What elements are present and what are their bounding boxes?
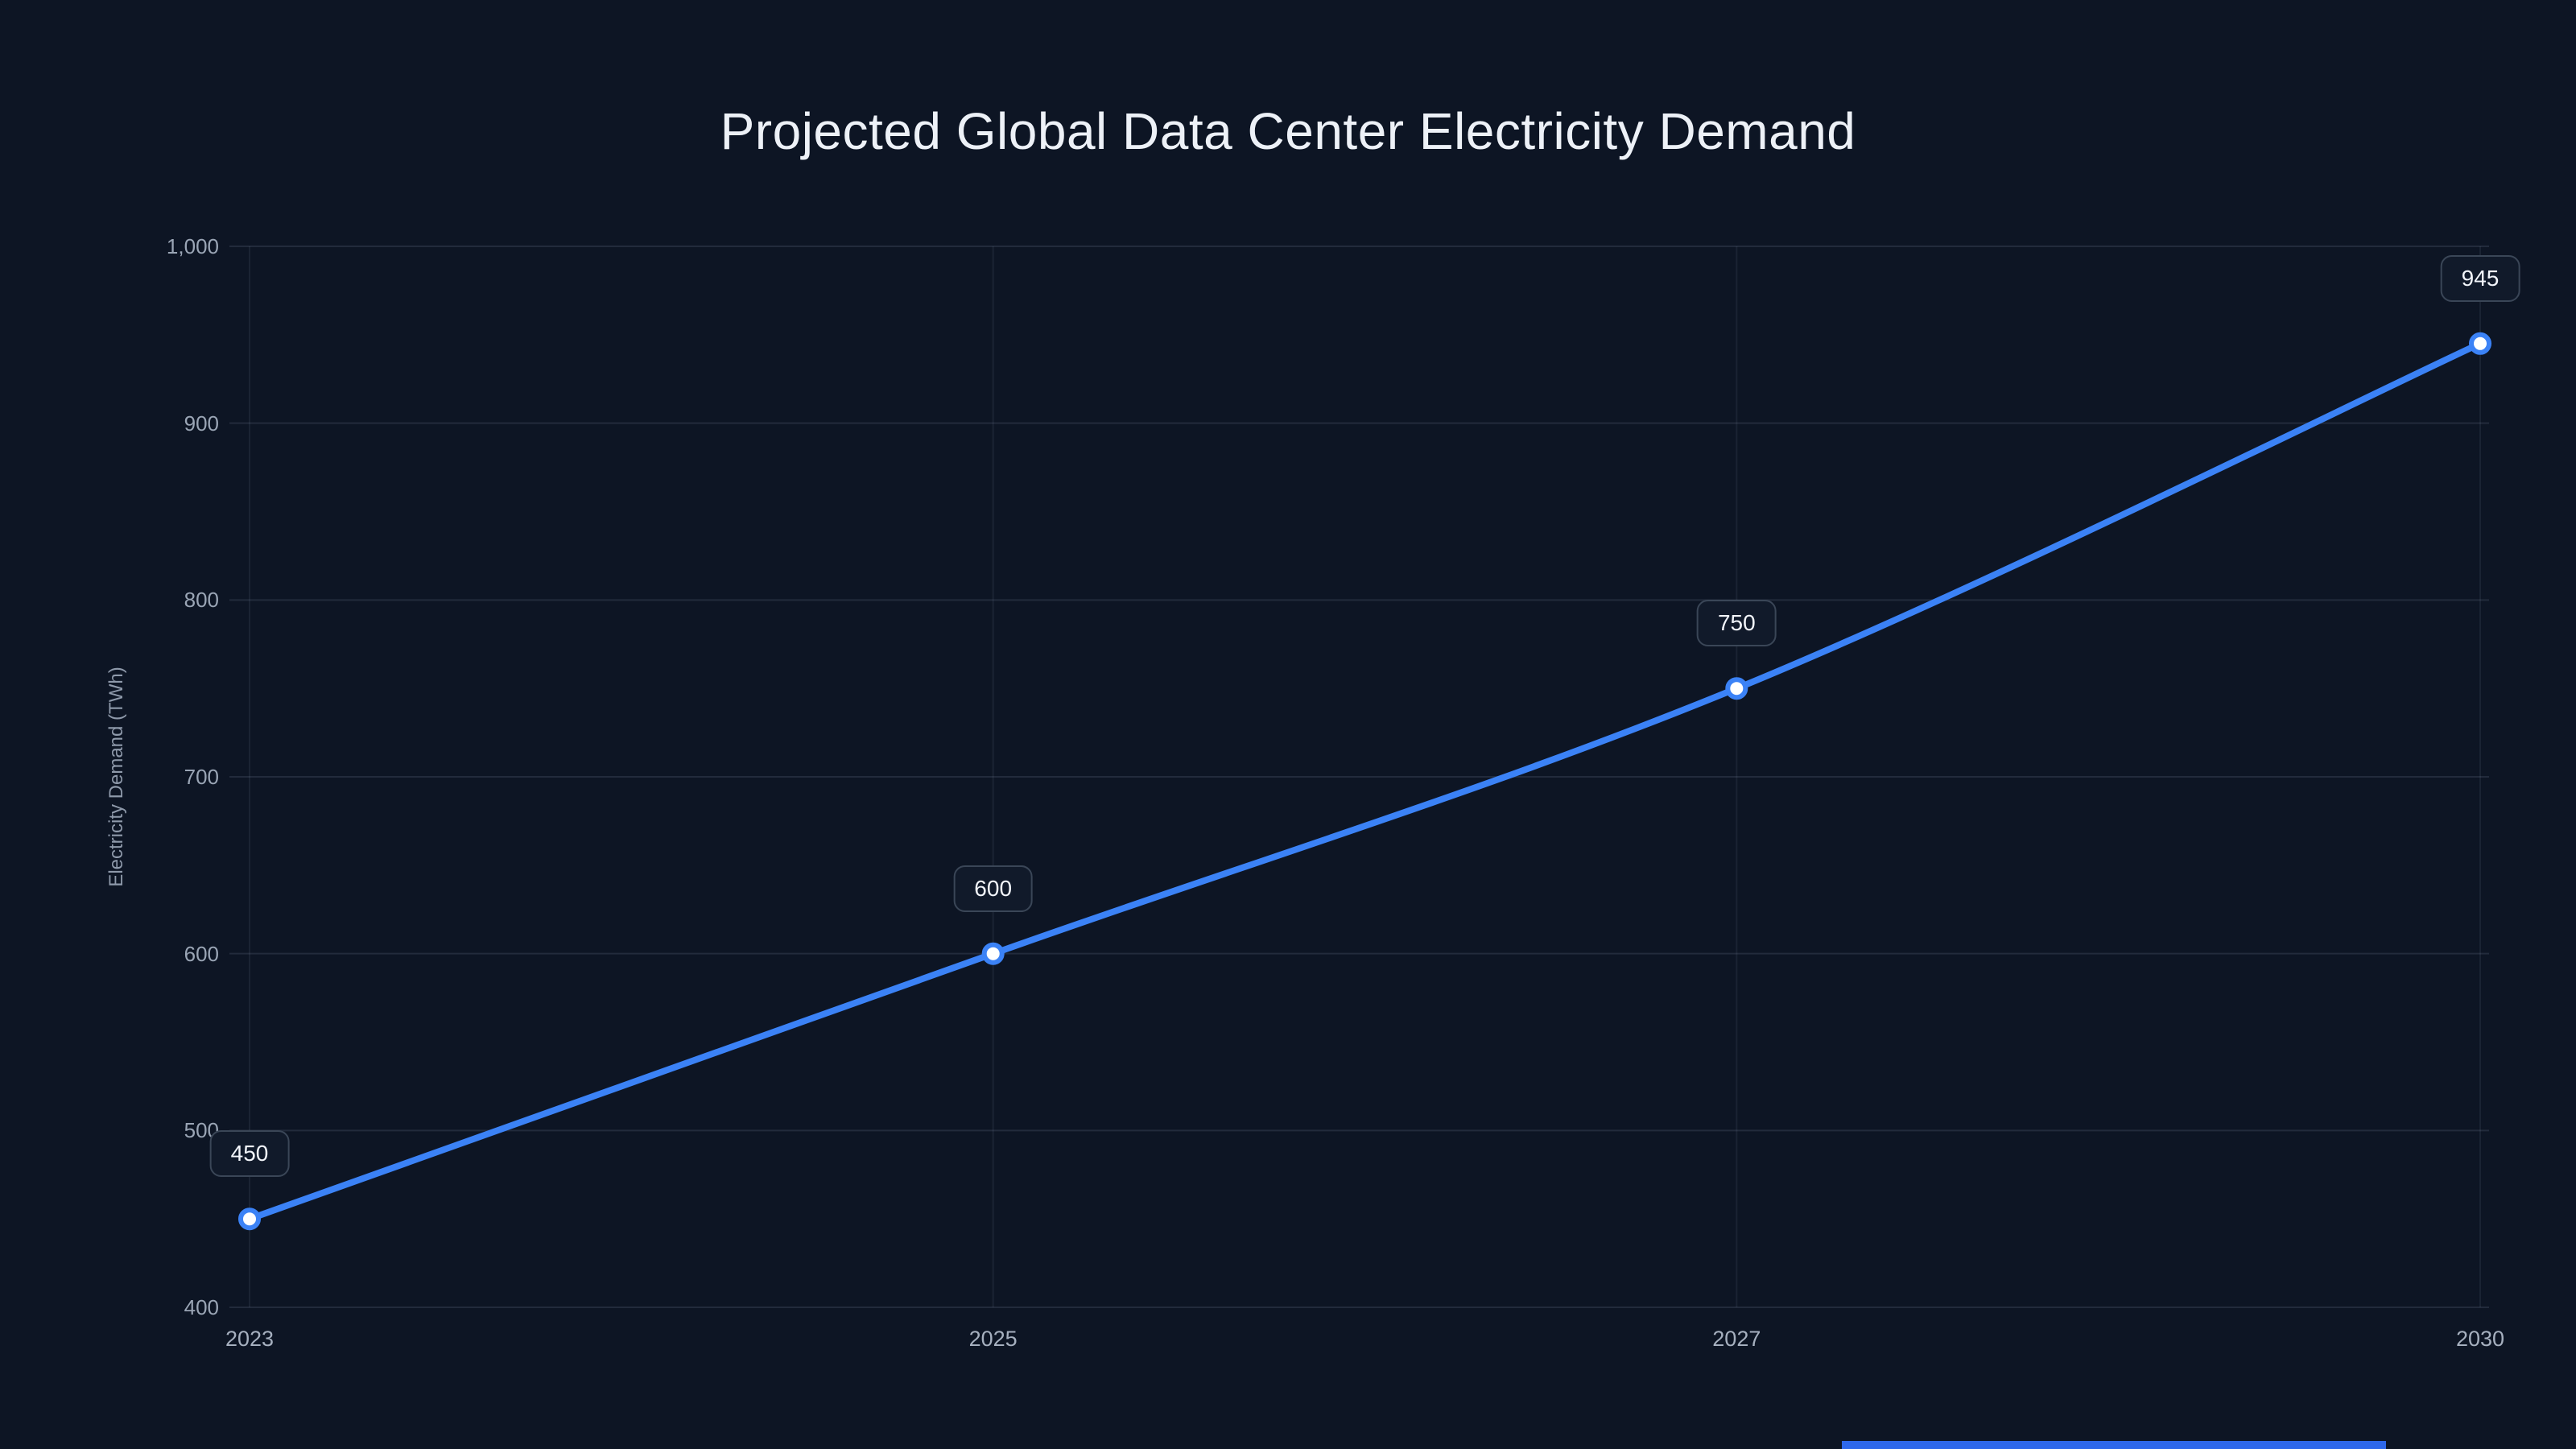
y-tick-label: 600 (184, 941, 219, 966)
bottom-accent-bar (1842, 1441, 2386, 1449)
y-tick-label: 500 (184, 1118, 219, 1143)
data-point-2025[interactable] (981, 942, 1005, 965)
x-tick-label-2025: 2025 (968, 1327, 1018, 1351)
data-point-2023[interactable] (238, 1208, 261, 1231)
x-tick-label-2027: 2027 (1712, 1327, 1761, 1351)
point-value-label-2023: 450 (209, 1130, 290, 1178)
point-value-label-2030: 945 (2440, 254, 2520, 302)
y-tick-label: 900 (184, 411, 219, 436)
y-tick-label: 400 (184, 1295, 219, 1319)
data-point-2027[interactable] (1725, 677, 1748, 700)
point-value-label-2025: 600 (953, 865, 1034, 912)
y-tick-label: 1,000 (166, 234, 219, 258)
data-point-2030[interactable] (2469, 332, 2491, 355)
demand-line-series (246, 340, 2483, 1223)
y-tick-label: 700 (184, 765, 219, 789)
x-tick-label-2030: 2030 (2455, 1327, 2505, 1351)
chart-title: Projected Global Data Center Electricity… (720, 102, 1856, 160)
y-tick-label: 800 (184, 588, 219, 613)
x-tick-label-2023: 2023 (225, 1327, 275, 1351)
point-value-label-2027: 750 (1696, 600, 1777, 647)
